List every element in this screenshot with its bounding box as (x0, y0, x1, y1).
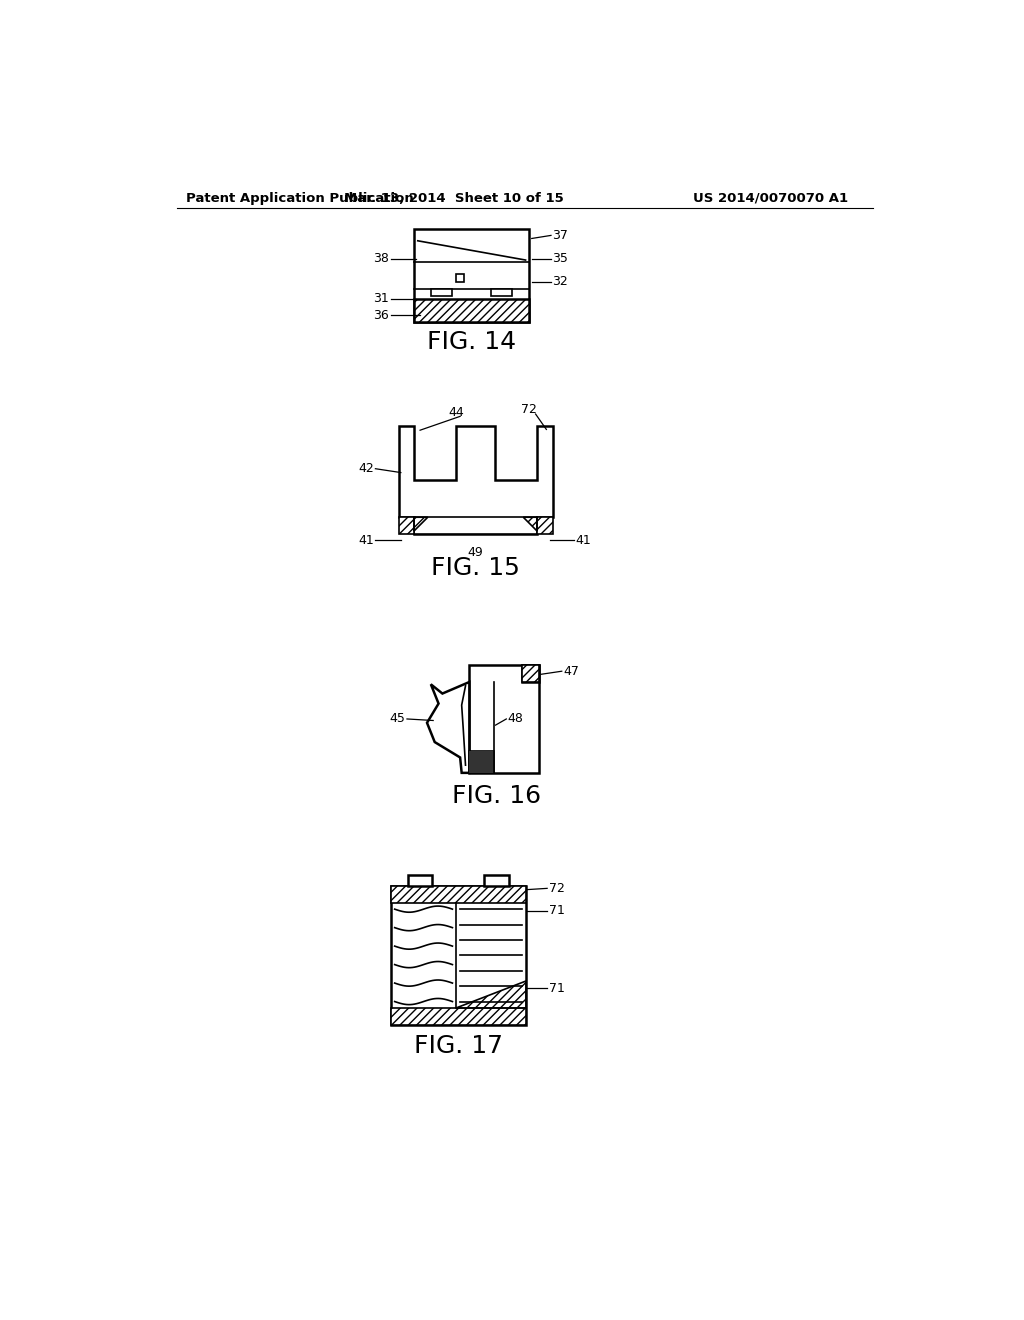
Bar (414, 230, 529, 322)
Bar (398, 517, 414, 535)
Bar (391, 886, 525, 903)
Text: 45: 45 (389, 713, 406, 726)
Text: 41: 41 (575, 533, 592, 546)
Text: 47: 47 (563, 665, 580, 677)
Text: 72: 72 (549, 882, 564, 895)
Text: 41: 41 (358, 533, 374, 546)
Bar (391, 1007, 525, 1024)
Text: 44: 44 (449, 407, 464, 418)
Text: Mar. 13, 2014  Sheet 10 of 15: Mar. 13, 2014 Sheet 10 of 15 (344, 191, 564, 205)
Bar (408, 875, 432, 886)
Text: FIG. 17: FIG. 17 (414, 1034, 503, 1059)
Text: 37: 37 (553, 228, 568, 242)
Text: 49: 49 (468, 546, 483, 560)
Text: 38: 38 (374, 252, 389, 265)
Text: FIG. 14: FIG. 14 (427, 330, 516, 354)
Polygon shape (521, 665, 539, 682)
Polygon shape (427, 682, 469, 774)
Bar (469, 665, 539, 774)
Bar (414, 298, 529, 322)
Bar (431, 289, 453, 296)
Bar (538, 517, 553, 535)
Text: FIG. 16: FIG. 16 (452, 784, 541, 808)
Text: 42: 42 (358, 462, 374, 475)
Text: US 2014/0070070 A1: US 2014/0070070 A1 (692, 191, 848, 205)
Text: 71: 71 (549, 904, 564, 917)
Text: 35: 35 (553, 252, 568, 265)
Polygon shape (398, 426, 553, 535)
Bar (469, 751, 494, 774)
Text: 71: 71 (549, 982, 564, 995)
Bar (391, 886, 525, 1024)
Text: 32: 32 (553, 275, 568, 288)
Text: Patent Application Publication: Patent Application Publication (186, 191, 414, 205)
Text: 72: 72 (521, 403, 538, 416)
Text: 48: 48 (508, 713, 523, 726)
Bar (521, 665, 539, 682)
Bar (469, 751, 494, 774)
Text: 36: 36 (374, 309, 389, 322)
Bar (484, 875, 509, 886)
Text: 31: 31 (374, 292, 389, 305)
Bar (457, 275, 464, 281)
Text: FIG. 15: FIG. 15 (431, 556, 520, 579)
Bar (414, 517, 538, 535)
Bar (490, 289, 512, 296)
